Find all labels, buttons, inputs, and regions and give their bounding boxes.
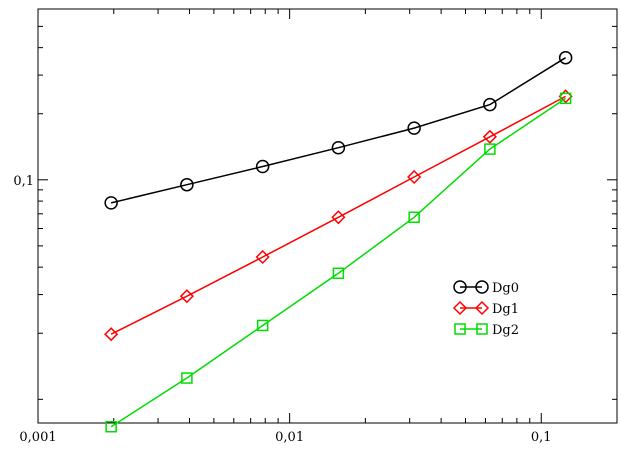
data-point xyxy=(483,97,497,112)
data-point xyxy=(559,92,572,105)
data-point xyxy=(255,249,270,265)
series-line xyxy=(110,97,567,428)
y-axis: 0,1 xyxy=(13,25,617,400)
data-point xyxy=(332,267,345,280)
data-point xyxy=(180,177,194,192)
data-point xyxy=(407,121,421,135)
x-tick-label: 0,1 xyxy=(531,430,552,445)
data-point xyxy=(179,289,194,304)
legend-marker xyxy=(474,300,490,316)
data-point xyxy=(558,50,573,65)
data-point xyxy=(331,140,346,155)
legend-label: Dg0 xyxy=(492,281,519,296)
x-tick-label: 0,001 xyxy=(19,430,56,445)
legend-item-dg2: Dg2 xyxy=(454,323,519,338)
series-dg0 xyxy=(104,50,573,210)
x-tick-label: 0,01 xyxy=(275,430,304,445)
legend-marker xyxy=(453,280,467,294)
data-point xyxy=(558,89,573,104)
plot-frame xyxy=(37,8,618,424)
data-point xyxy=(256,319,269,332)
legend-item-dg0: Dg0 xyxy=(453,280,519,296)
data-point xyxy=(407,169,422,185)
series-dg1 xyxy=(104,89,573,342)
series-line xyxy=(110,57,566,204)
data-point xyxy=(104,196,118,210)
y-tick-label: 0,1 xyxy=(13,174,34,189)
legend-item-dg1: Dg1 xyxy=(452,300,519,317)
data-point xyxy=(255,159,270,174)
legend-marker xyxy=(476,323,488,335)
legend-label: Dg1 xyxy=(492,302,519,317)
x-axis: 0,001 0,01 0,1 xyxy=(19,9,618,445)
data-point xyxy=(104,327,119,342)
data-point xyxy=(482,129,497,144)
data-point xyxy=(408,211,420,224)
series-layer xyxy=(104,50,573,433)
data-point xyxy=(331,210,346,225)
legend-marker xyxy=(452,300,468,316)
data-point xyxy=(105,420,117,433)
data-point xyxy=(484,143,496,155)
legend-marker xyxy=(475,280,489,294)
series-dg2 xyxy=(105,92,572,433)
data-point xyxy=(181,372,193,384)
legend: Dg0 Dg1 Dg2 xyxy=(452,280,519,338)
legend-label: Dg2 xyxy=(492,323,519,338)
legend-marker xyxy=(454,323,466,335)
series-line xyxy=(110,95,566,335)
